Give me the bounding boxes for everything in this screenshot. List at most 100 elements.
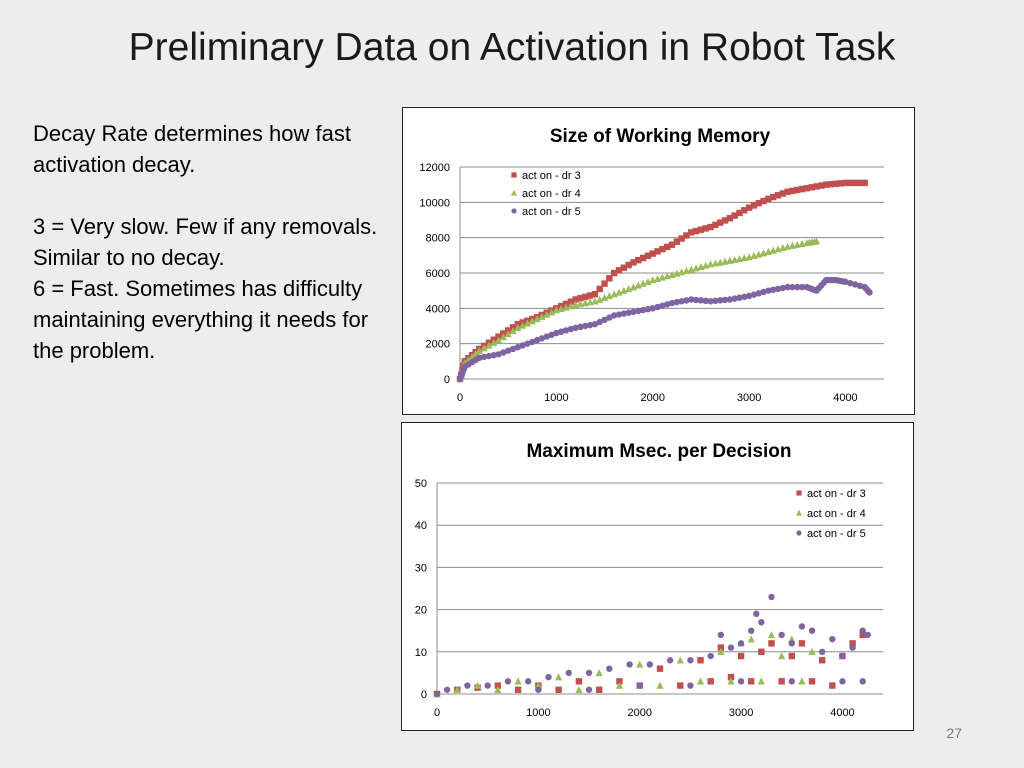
- chart1-point-square: [755, 200, 762, 207]
- chart1-point-circle: [779, 284, 787, 292]
- chart2-point-triangle: [747, 635, 755, 643]
- chart1-point-circle: [601, 316, 608, 324]
- chart1-point-circle: [726, 296, 734, 303]
- chart2-point-triangle: [808, 648, 816, 655]
- chart1-point-circle: [538, 335, 546, 342]
- chart1-point-circle: [485, 352, 493, 360]
- chart1-point-circle: [553, 329, 560, 337]
- chart2-point-square: [727, 673, 735, 681]
- chart1-point-circle: [745, 292, 753, 300]
- chart1-point-circle: [683, 297, 690, 304]
- msec-per-decision-chart-svg: Maximum Msec. per Decision 0 10 20 30 40 50 0 10…: [415, 441, 883, 719]
- chart1-point-square: [591, 291, 599, 298]
- chart1-point-square: [620, 264, 628, 271]
- chart1-point-square: [736, 209, 743, 217]
- chart1-title: Size of Working Memory: [550, 126, 771, 147]
- chart2-x-tick-label: 1000: [526, 707, 550, 719]
- chart2-point-triangle: [595, 669, 603, 677]
- chart2-legend-marker: [796, 490, 802, 496]
- chart1-x-tick-label: 1000: [544, 392, 568, 404]
- chart2-point-triangle: [453, 685, 461, 693]
- chart1-point-circle: [842, 278, 849, 286]
- chart2-point-square: [595, 686, 603, 693]
- chart2-point-triangle: [615, 681, 624, 689]
- chart1-point-circle: [721, 296, 729, 304]
- chart2-point-circle: [808, 627, 816, 634]
- chart1-point-circle: [625, 309, 632, 316]
- chart1-point-circle: [765, 287, 772, 294]
- chart2-title: Maximum Msec. per Decision: [526, 441, 791, 462]
- working-memory-chart: Size of Working Memory 0 2000 4000 6000 8000 1…: [402, 107, 915, 415]
- chart1-point-circle: [760, 288, 767, 296]
- chart1-point-square: [822, 181, 830, 188]
- chart2-point-triangle: [575, 685, 583, 693]
- chart1-point-square: [673, 238, 681, 245]
- chart1-point-square: [610, 269, 618, 277]
- chart2-point-circle: [788, 640, 795, 647]
- chart1-point-square: [668, 241, 676, 248]
- chart1-point-square: [663, 243, 671, 251]
- chart1-point-circle: [678, 298, 685, 305]
- chart1-point-circle: [856, 282, 864, 290]
- chart1-point-square: [721, 217, 729, 224]
- chart1-point-circle: [741, 293, 748, 301]
- chart2-point-circle: [565, 669, 572, 677]
- chart2-point-square: [758, 648, 765, 655]
- chart1-point-square: [856, 179, 864, 187]
- chart2-x-tick-label: 0: [434, 707, 440, 719]
- chart1-point-square: [582, 293, 589, 301]
- chart1-point-square: [726, 215, 734, 222]
- chart1-point-circle: [562, 327, 570, 334]
- chart1-point-triangle: [610, 290, 618, 298]
- chart1-point-square: [630, 259, 637, 266]
- chart2-point-triangle: [656, 681, 664, 689]
- chart1-point-circle: [500, 349, 507, 356]
- chart2-point-square: [697, 657, 704, 664]
- chart1-point-square: [760, 197, 767, 205]
- chart1-point-square: [649, 250, 656, 257]
- chart2-point-triangle: [717, 648, 725, 655]
- chart1-point-triangle: [494, 336, 503, 344]
- chart1-legend-label: act on - dr 5: [522, 206, 581, 218]
- chart1-point-triangle: [499, 333, 507, 341]
- chart1-point-circle: [649, 305, 656, 312]
- chart1-point-square: [741, 207, 748, 214]
- chart1-point-square: [847, 179, 854, 187]
- chart1-point-triangle: [533, 315, 541, 323]
- chart1-legend-label: act on - dr 3: [522, 170, 581, 182]
- chart1-point-circle: [639, 306, 647, 314]
- chart2-point-circle: [737, 640, 745, 647]
- chart1-x-tick-label: 0: [457, 392, 463, 404]
- chart2-point-square: [808, 678, 816, 685]
- chart1-point-square: [635, 256, 642, 264]
- chart2-point-triangle: [798, 677, 806, 685]
- chart1-point-circle: [769, 286, 777, 293]
- chart1-point-circle: [750, 291, 758, 298]
- chart2-y-tick-label: 20: [415, 605, 427, 617]
- chart2-point-circle: [758, 619, 765, 626]
- chart1-point-square: [837, 180, 844, 187]
- chart1-point-triangle: [509, 327, 517, 335]
- paragraph-gap: [33, 180, 383, 211]
- chart1-point-square: [750, 202, 758, 209]
- chart1-x-tick-label: 4000: [833, 392, 857, 404]
- chart2-x-tick-label: 4000: [830, 707, 854, 719]
- chart2-point-circle: [636, 682, 643, 689]
- chart2-point-square: [788, 652, 795, 660]
- chart1-point-square: [813, 183, 820, 190]
- page-number: 27: [946, 725, 962, 741]
- chart1-point-square: [716, 219, 724, 226]
- chart1-point-circle: [591, 321, 599, 328]
- chart1-point-triangle: [480, 344, 488, 352]
- chart2-point-circle: [717, 631, 725, 639]
- chart1-point-square: [712, 221, 719, 229]
- chart1-point-triangle: [504, 330, 512, 338]
- chart1-point-circle: [798, 283, 806, 291]
- working-memory-chart-svg: Size of Working Memory 0 2000 4000 6000 8000 1…: [419, 126, 884, 404]
- chart1-point-triangle: [812, 237, 821, 245]
- chart1-point-triangle: [485, 341, 493, 349]
- chart1-point-circle: [495, 351, 502, 358]
- chart1-y-tick-label: 0: [444, 374, 450, 386]
- chart2-x-tick-label: 3000: [729, 707, 753, 719]
- chart2-point-square: [748, 678, 755, 685]
